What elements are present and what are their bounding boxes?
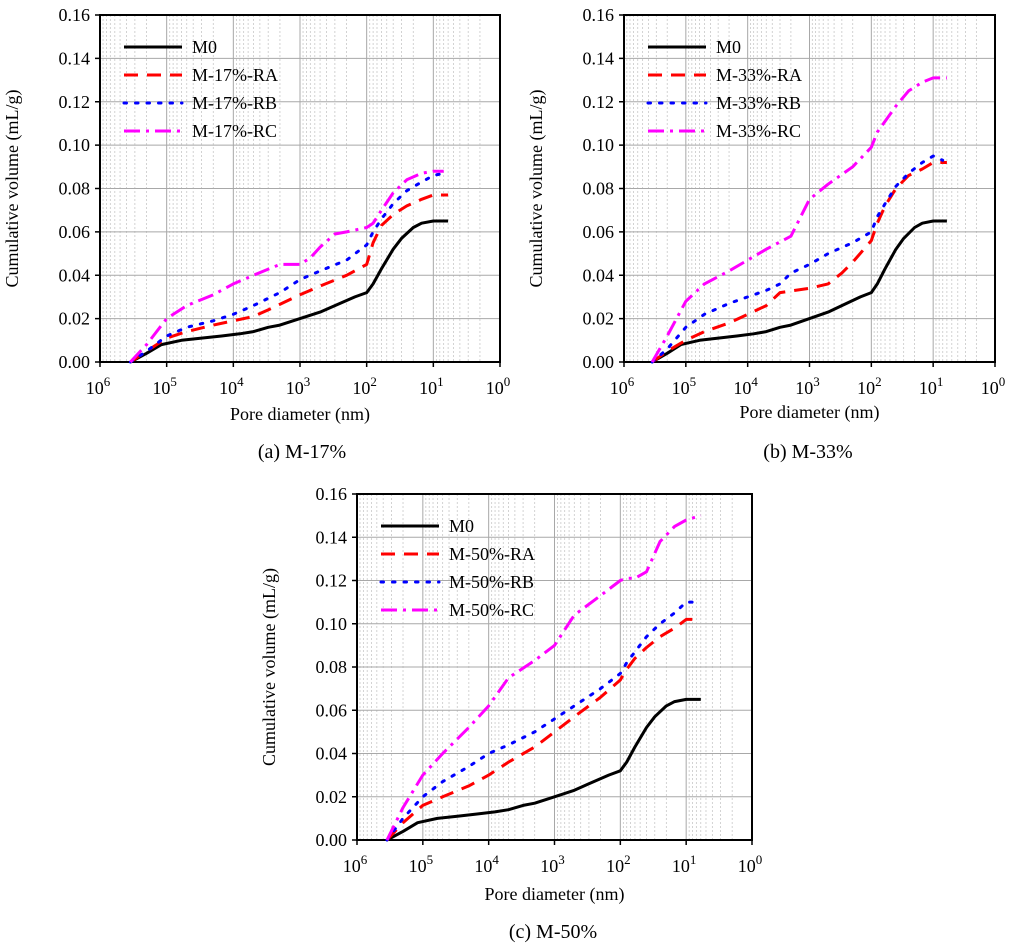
y-tick-label: 0.00 xyxy=(59,352,91,372)
chart-panel-2: 0.00 0.02 0.04 0.06 0.08 0.10 0.12 0.14 0.16 106 1… xyxy=(526,5,1005,463)
chart-panel-1: 0.00 0.02 0.04 0.06 0.08 0.10 0.12 0.14 0.16 106 1… xyxy=(2,5,510,463)
y-tick-label: 0.02 xyxy=(316,787,348,807)
series-line-M-33%-RC xyxy=(650,76,947,363)
legend-entry-label: M-50%-RC xyxy=(449,600,534,620)
panel-caption: (c) M-50% xyxy=(509,921,597,943)
x-tick-label: 100 xyxy=(486,374,511,398)
y-tick-label: 0.14 xyxy=(316,527,348,547)
series-line-M-50%-RC xyxy=(385,514,702,841)
y-tick-label: 0.08 xyxy=(59,179,91,199)
y-tick-label: 0.08 xyxy=(316,657,348,677)
series-group xyxy=(385,514,702,842)
legend-entry-label: M0 xyxy=(192,37,217,57)
x-tick-label: 102 xyxy=(352,374,377,398)
series-line-M-17%-RB xyxy=(128,171,446,364)
legend-entry-label: M-17%-RA xyxy=(192,65,278,85)
x-tick-label: 104 xyxy=(474,852,499,876)
series-line-M-50%-RA xyxy=(385,617,701,842)
y-tick-label: 0.12 xyxy=(316,571,348,591)
y-axis-label: Cumulative volume (mL/g) xyxy=(526,90,547,288)
y-axis-label: Cumulative volume (mL/g) xyxy=(2,90,23,288)
legend-entry-label: M-33%-RC xyxy=(716,121,801,141)
legend-entry-label: M0 xyxy=(716,37,741,57)
series-line-M0 xyxy=(651,219,947,364)
x-tick-label: 106 xyxy=(610,374,635,398)
panel-caption: (b) M-33% xyxy=(763,441,852,463)
legend-entry-label: M-33%-RB xyxy=(716,93,801,113)
y-tick-label: 0.00 xyxy=(316,830,348,850)
y-tick-label: 0.12 xyxy=(583,92,615,112)
series-line-M-33%-RB xyxy=(650,154,945,364)
series-group xyxy=(128,169,449,364)
x-tick-label: 101 xyxy=(672,852,697,876)
legend-entry-label: M-50%-RB xyxy=(449,572,534,592)
y-tick-label: 0.16 xyxy=(59,5,91,25)
panel-caption: (a) M-17% xyxy=(258,441,346,463)
x-axis-label: Pore diameter (nm) xyxy=(485,884,625,905)
series-line-M-17%-RC xyxy=(129,169,444,364)
x-axis-label: Pore diameter (nm) xyxy=(740,402,880,423)
y-tick-label: 0.04 xyxy=(59,265,91,285)
y-tick-label: 0.14 xyxy=(583,48,615,68)
x-tick-label: 105 xyxy=(672,374,697,398)
grid xyxy=(623,14,996,363)
legend: M0 M-50%-RA M-50%-RB M-50%-RC xyxy=(379,516,535,620)
x-tick-label: 101 xyxy=(919,374,944,398)
x-tick-label: 103 xyxy=(286,374,311,398)
y-axis-label: Cumulative volume (mL/g) xyxy=(259,568,280,766)
x-axis-label: Pore diameter (nm) xyxy=(230,404,370,425)
x-tick-label: 106 xyxy=(86,374,111,398)
y-tick-label: 0.04 xyxy=(583,265,615,285)
x-tick-label: 105 xyxy=(409,852,434,876)
y-tick-label: 0.08 xyxy=(583,179,615,199)
x-tick-label: 100 xyxy=(981,374,1006,398)
series-line-M-33%-RA xyxy=(651,161,947,364)
legend-entry-label: M-17%-RC xyxy=(192,121,277,141)
y-tick-label: 0.02 xyxy=(583,309,615,329)
x-tick-label: 100 xyxy=(738,852,763,876)
x-tick-label: 101 xyxy=(419,374,444,398)
x-tick-label: 102 xyxy=(857,374,882,398)
legend-entry-label: M-50%-RA xyxy=(449,544,535,564)
x-tick-label: 106 xyxy=(343,852,368,876)
x-tick-label: 104 xyxy=(219,374,244,398)
x-tick-label: 102 xyxy=(606,852,631,876)
y-tick-label: 0.06 xyxy=(316,700,348,720)
y-tick-label: 0.16 xyxy=(316,484,348,504)
y-tick-label: 0.06 xyxy=(583,222,615,242)
y-tick-label: 0.16 xyxy=(583,5,615,25)
series-line-M-50%-RB xyxy=(385,600,698,842)
series-group xyxy=(650,76,947,364)
y-tick-label: 0.14 xyxy=(59,48,91,68)
grid xyxy=(99,14,501,363)
y-tick-label: 0.00 xyxy=(583,352,615,372)
x-tick-label: 105 xyxy=(152,374,177,398)
y-tick-label: 0.10 xyxy=(316,614,348,634)
y-tick-label: 0.10 xyxy=(583,135,615,155)
y-tick-label: 0.02 xyxy=(59,309,91,329)
y-tick-label: 0.06 xyxy=(59,222,91,242)
x-tick-label: 103 xyxy=(795,374,820,398)
grid xyxy=(356,493,753,841)
legend-entry-label: M0 xyxy=(449,516,474,536)
y-tick-label: 0.12 xyxy=(59,92,91,112)
series-line-M-17%-RA xyxy=(129,193,449,364)
series-line-M0 xyxy=(129,219,449,364)
legend-entry-label: M-33%-RA xyxy=(716,65,802,85)
legend: M0 M-17%-RA M-17%-RB M-17%-RC xyxy=(122,37,278,141)
y-tick-label: 0.04 xyxy=(316,744,348,764)
series-line-M0 xyxy=(386,697,701,842)
x-tick-label: 104 xyxy=(733,374,758,398)
legend: M0 M-33%-RA M-33%-RB M-33%-RC xyxy=(646,37,802,141)
x-tick-label: 103 xyxy=(540,852,565,876)
chart-panel-3: 0.00 0.02 0.04 0.06 0.08 0.10 0.12 0.14 0.16 106 1… xyxy=(259,484,762,943)
y-tick-label: 0.10 xyxy=(59,135,91,155)
legend-entry-label: M-17%-RB xyxy=(192,93,277,113)
